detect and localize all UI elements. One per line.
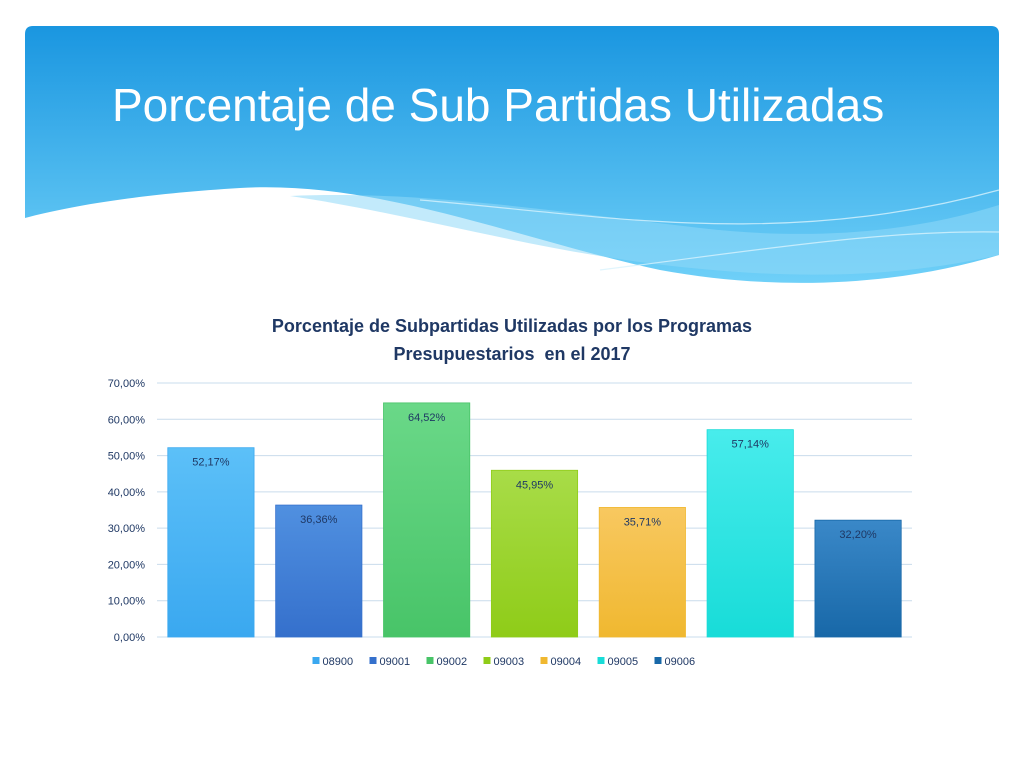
legend: 08900 09001 09002 09003 09004 09005 09006	[312, 656, 696, 668]
bar-09004	[598, 507, 686, 638]
legend-swatch-09003	[483, 657, 491, 664]
chart-title-line-1: Porcentaje de Subpartidas Utilizadas por…	[272, 316, 752, 336]
legend-swatch-09006	[654, 657, 662, 664]
y-tick-label: 20,00%	[108, 559, 146, 571]
y-tick-label: 10,00%	[108, 596, 146, 608]
bar-chart: Porcentaje de Subpartidas Utilizadas por…	[108, 316, 912, 668]
data-label-09001: 36,36%	[300, 514, 338, 526]
bar-09002	[383, 402, 471, 638]
data-labels: 52,17% 36,36% 64,52% 45,95% 35,71% 57,14% 32,2…	[192, 412, 877, 541]
bar-09003	[490, 469, 579, 638]
header-wave-line	[419, 189, 1000, 225]
legend-label-09003: 09003	[494, 656, 525, 668]
data-label-09003: 45,95%	[516, 479, 554, 491]
data-label-09004: 35,71%	[624, 516, 662, 528]
legend-label-09002: 09002	[437, 656, 468, 668]
slide-title: Porcentaje de Sub Partidas Utilizadas	[112, 79, 885, 131]
legend-label-09001: 09001	[380, 656, 411, 668]
bar-09006	[814, 519, 902, 638]
data-label-09005: 57,14%	[732, 439, 770, 451]
bar-08900	[167, 447, 255, 638]
legend-swatch-09002	[426, 657, 434, 664]
chart-title-line-2: Presupuestarios en el 2017	[393, 344, 630, 364]
legend-label-09004: 09004	[551, 656, 582, 668]
y-tick-label: 60,00%	[108, 414, 146, 426]
legend-swatch-09004	[540, 657, 548, 664]
bar-09005	[706, 429, 794, 638]
header-background	[25, 26, 999, 283]
y-tick-label: 70,00%	[108, 378, 146, 390]
y-tick-label: 40,00%	[108, 487, 146, 499]
y-axis: 0,00% 10,00% 20,00% 30,00% 40,00% 50,00% 60,00…	[108, 378, 146, 644]
legend-swatch-08900	[312, 657, 320, 664]
bar-09001	[275, 504, 363, 638]
data-label-09006: 32,20%	[839, 529, 877, 541]
legend-swatch-09001	[369, 657, 377, 664]
y-tick-label: 30,00%	[108, 523, 146, 535]
legend-swatch-09005	[597, 657, 605, 664]
header-wave-line	[599, 231, 1000, 271]
data-label-08900: 52,17%	[192, 457, 230, 469]
y-tick-label: 50,00%	[108, 451, 146, 463]
header-wave	[290, 194, 999, 275]
legend-label-08900: 08900	[323, 656, 354, 668]
y-tick-label: 0,00%	[114, 632, 145, 644]
legend-label-09006: 09006	[665, 656, 696, 668]
header-banner	[25, 26, 1000, 283]
bars	[167, 402, 902, 638]
data-label-09002: 64,52%	[408, 412, 446, 424]
legend-label-09005: 09005	[608, 656, 639, 668]
